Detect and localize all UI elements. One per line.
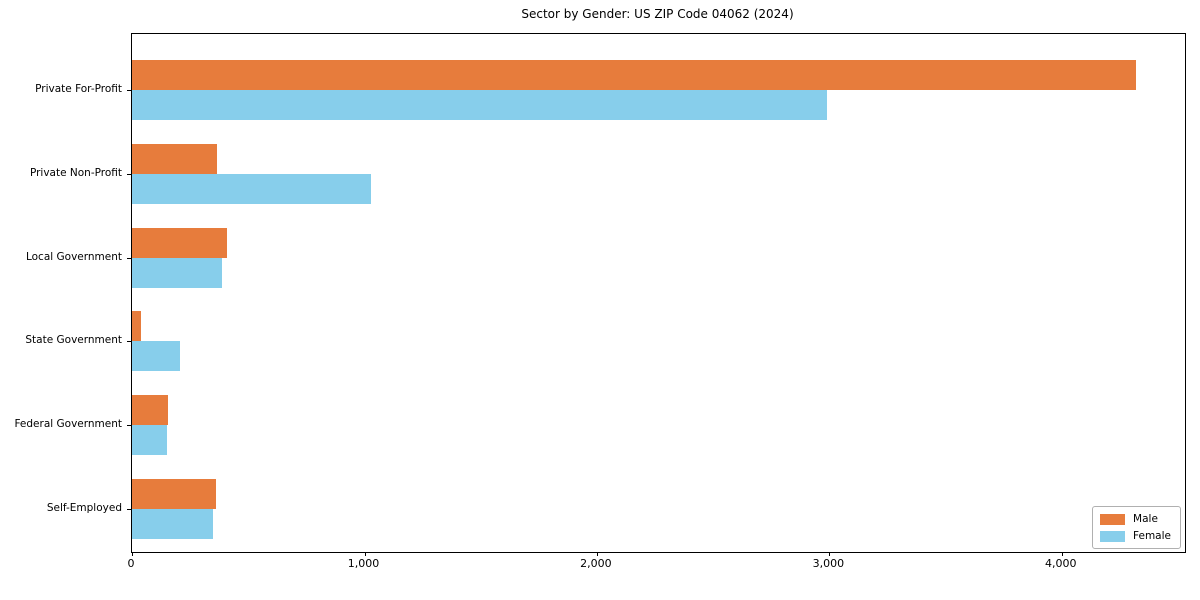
female-bar xyxy=(132,425,167,456)
male-bar xyxy=(132,311,142,342)
y-tick xyxy=(127,509,131,510)
female-bar xyxy=(132,173,372,204)
x-tick-label: 2,000 xyxy=(580,557,612,570)
y-tick xyxy=(127,257,131,259)
female-bar xyxy=(132,90,827,120)
female-bar xyxy=(132,509,214,539)
male-bar xyxy=(132,395,168,426)
legend-item-female: Female xyxy=(1100,530,1171,542)
legend-item-male: Male xyxy=(1100,513,1171,525)
female-swatch xyxy=(1100,530,1126,542)
y-tick-label: Federal Government xyxy=(14,418,122,431)
y-axis-labels: Private For-Profit Private Non-Profit Loca… xyxy=(0,33,122,551)
legend: Male Female xyxy=(1092,506,1181,549)
female-bar xyxy=(132,257,222,288)
y-tick-label: Private For-Profit xyxy=(35,83,122,95)
chart-title: Sector by Gender: US ZIP Code 04062 (202… xyxy=(521,7,794,21)
x-tick xyxy=(1061,552,1063,556)
y-tick xyxy=(127,341,131,343)
x-tick xyxy=(596,552,598,556)
x-tick-label: 1,000 xyxy=(347,557,380,570)
y-tick xyxy=(127,90,131,91)
x-tick xyxy=(829,552,831,556)
y-tick-label: State Government xyxy=(25,334,122,347)
plot-area: Male Female xyxy=(127,33,1186,556)
x-tick-label: 4,000 xyxy=(1045,557,1077,570)
legend-label-female: Female xyxy=(1133,530,1171,542)
male-bar xyxy=(132,60,1137,90)
x-tick xyxy=(364,552,366,556)
female-bar xyxy=(132,341,180,372)
male-swatch xyxy=(1100,513,1126,525)
male-bar xyxy=(132,479,216,509)
y-tick xyxy=(127,425,131,427)
y-tick-label: Local Government xyxy=(25,250,122,263)
x-axis-labels: 0 1,000 2,000 3,000 4,000 xyxy=(127,557,1184,577)
legend-label-male: Male xyxy=(1133,513,1158,525)
male-bar xyxy=(132,143,217,174)
male-bar xyxy=(132,227,228,258)
x-tick-label: 0 xyxy=(127,557,135,570)
x-tick xyxy=(132,552,133,556)
y-tick xyxy=(127,173,131,175)
y-tick-label: Self-Employed xyxy=(46,502,122,514)
x-tick-label: 3,000 xyxy=(812,557,845,570)
y-tick-label: Private Non-Profit xyxy=(29,166,122,179)
